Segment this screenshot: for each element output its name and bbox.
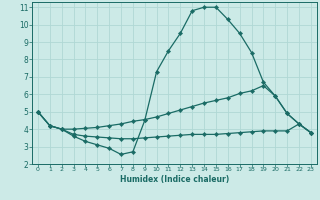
X-axis label: Humidex (Indice chaleur): Humidex (Indice chaleur) (120, 175, 229, 184)
